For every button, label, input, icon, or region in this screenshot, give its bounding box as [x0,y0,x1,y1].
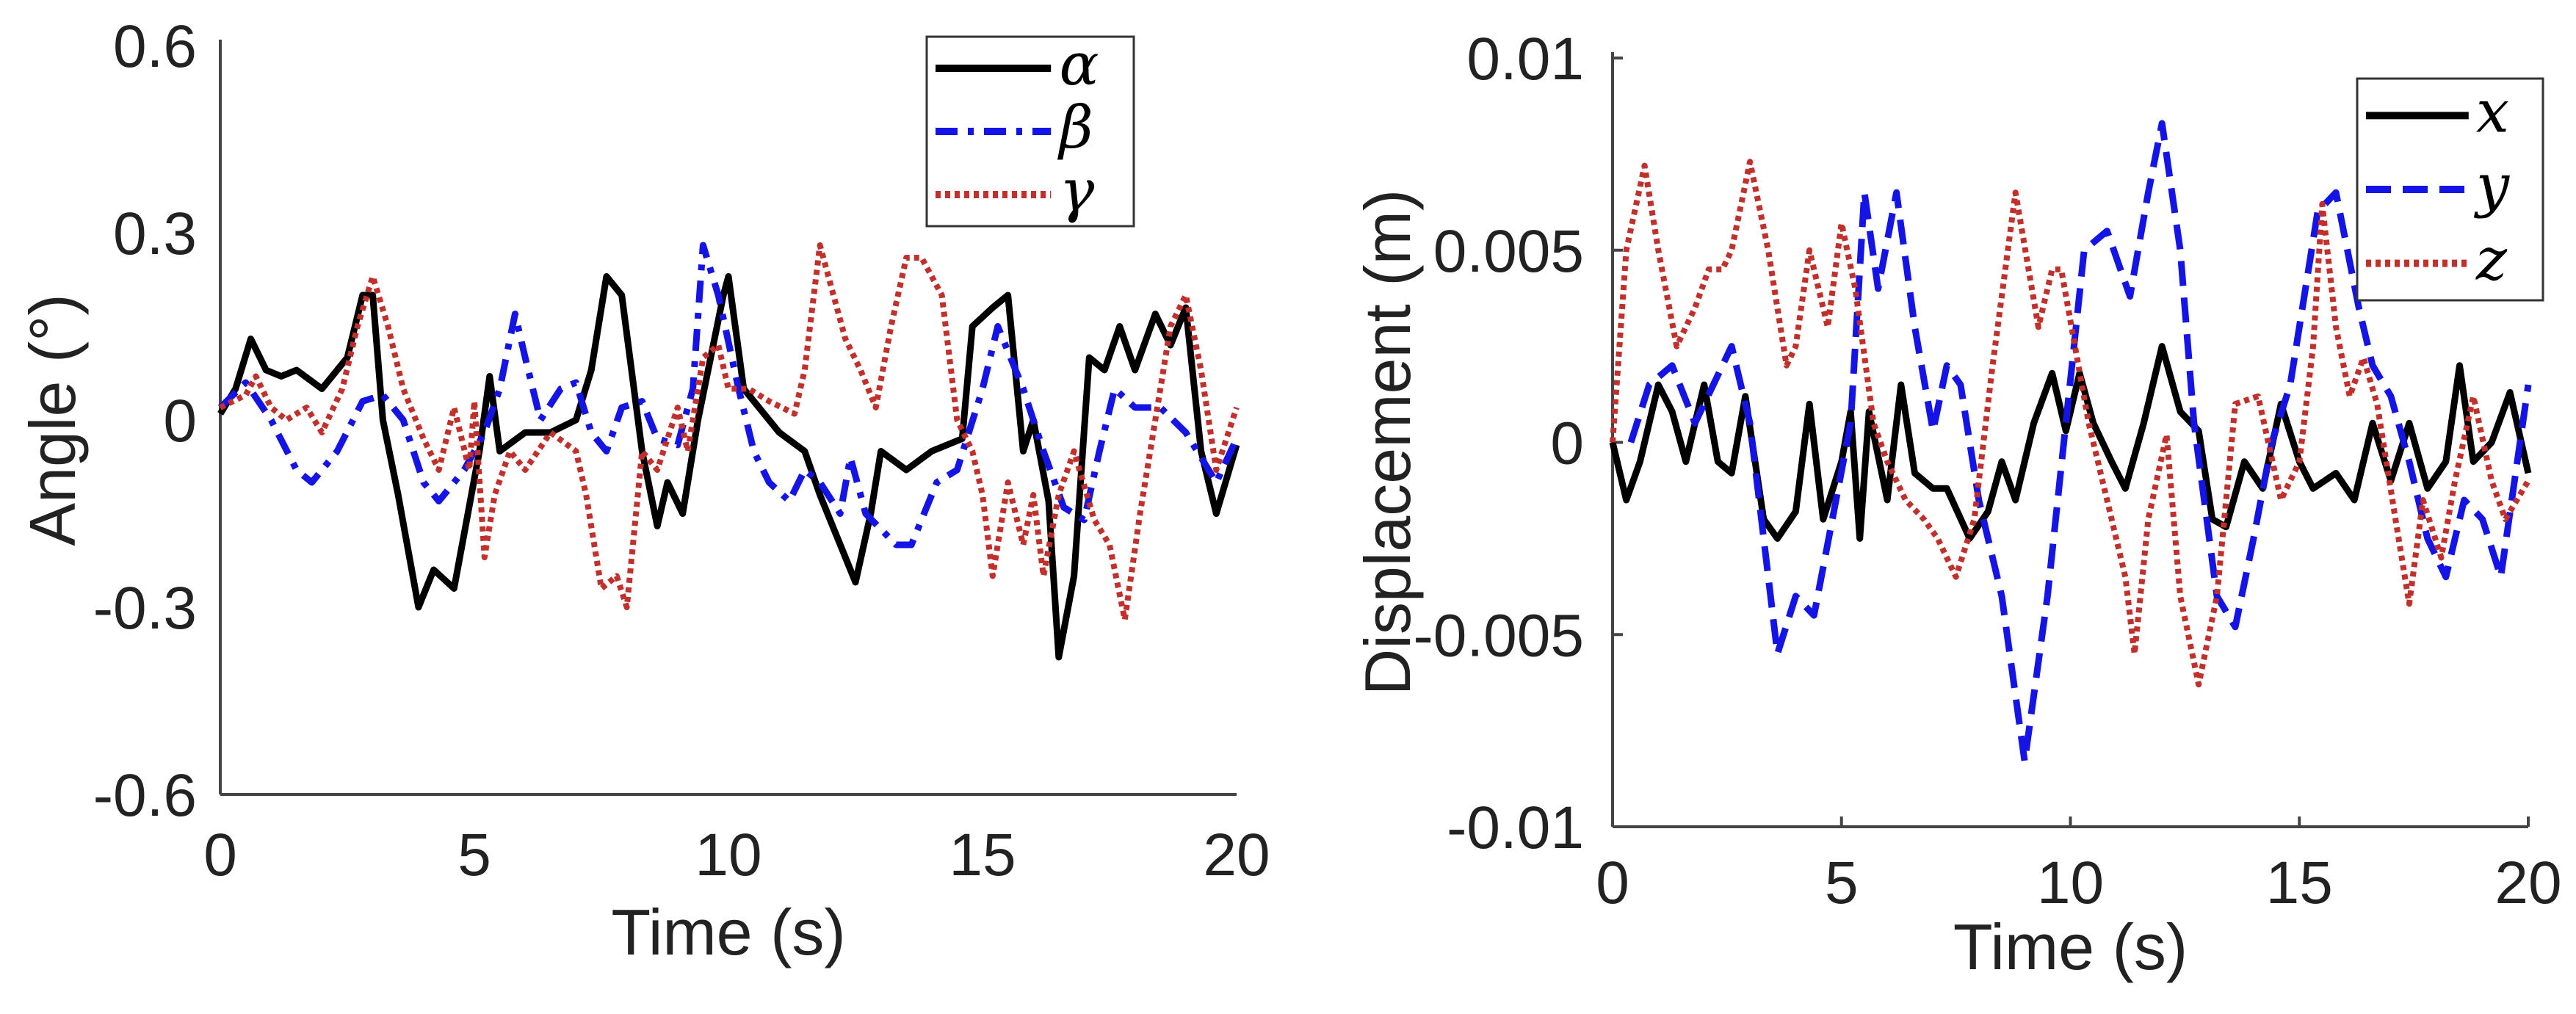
series-line-1 [217,242,1240,548]
x-tick-label: 20 [1203,822,1270,888]
x-tick-label: 15 [2266,850,2333,916]
y-tick-label: -0.005 [1413,602,1584,669]
legend: xyz [2356,77,2544,302]
y-tick-label: 0.01 [1466,26,1584,93]
legend-label-1: y [2474,151,2511,220]
legend-label-0: α [1059,30,1099,98]
x-tick-label: 5 [457,822,491,888]
series-line-1 [1627,120,2532,765]
y-tick-label: 0 [163,388,197,455]
legend-label-1: β [1057,93,1093,162]
y-tick-label: 0 [1550,410,1584,477]
legend-label-2: γ [1059,156,1094,225]
x-tick-label: 5 [1825,850,1859,916]
series-line-2 [1610,159,2531,688]
legend: αβγ [925,30,1135,228]
legend-label-2: z [2475,225,2508,294]
x-tick-label: 10 [695,822,761,888]
series-line-0 [217,273,1240,661]
y-tick-label: -0.6 [93,762,197,829]
y-tick-label: 0.6 [113,13,197,80]
x-tick-label: 10 [2037,850,2104,916]
y-axis-label: Angle (°) [16,294,89,546]
x-axis-label: Time (s) [1953,910,2188,983]
legend-label-0: x [2476,77,2509,145]
x-axis-label: Time (s) [611,896,845,968]
x-tick-label: 0 [1596,850,1629,916]
y-tick-label: -0.01 [1447,794,1584,861]
y-tick-label: 0.005 [1433,218,1584,285]
x-tick-label: 15 [949,822,1016,888]
y-axis-label: Displacement (m) [1351,189,1424,695]
y-tick-label: -0.3 [93,575,197,642]
x-tick-label: 0 [203,822,237,888]
x-tick-label: 20 [2494,850,2561,916]
y-tick-label: 0.3 [113,200,197,267]
